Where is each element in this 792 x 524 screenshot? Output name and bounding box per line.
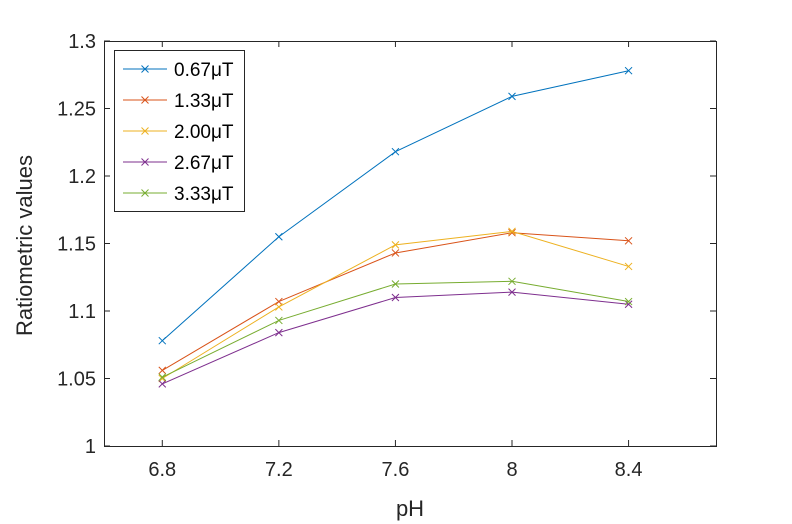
x-tick-label: 8 [506,459,517,481]
x-tick-label: 7.6 [382,459,410,481]
y-tick-label: 1.25 [57,99,96,121]
series-4 [158,288,633,388]
data-point [624,262,633,271]
data-point [275,232,283,241]
data-point [275,316,283,325]
y-tick-label: 1.3 [68,31,96,53]
legend-marker [141,158,149,166]
data-point [391,280,400,288]
data-point [391,240,400,249]
y-axis-title: Ratiometric values [12,155,37,336]
x-tick-label: 8.4 [615,459,643,481]
y-tick-label: 1.05 [57,369,96,391]
legend-label: 2.00μT [174,122,234,143]
legend-marker [141,189,149,197]
legend-label: 0.67μT [174,60,234,81]
series-layer [158,66,633,388]
x-axis-title: pH [396,496,424,521]
legend-marker [141,127,149,135]
y-tick-label: 1.1 [68,301,96,323]
legend-label: 1.33μT [174,91,234,112]
data-point [508,92,516,101]
y-tick-label: 1 [85,436,96,458]
series-2 [158,228,633,375]
data-point [391,147,400,156]
x-tick-label: 7.2 [265,459,293,481]
x-tick-label: 6.8 [148,459,176,481]
legend-marker [141,65,149,73]
data-point [508,277,516,286]
data-point [624,300,633,309]
legend-item: 1.33μT [123,91,234,112]
legend: 0.67μT 1.33μT 2.00μT 2.67μT 3.33μT [114,50,245,212]
data-point [508,227,516,236]
legend-marker [141,96,149,104]
data-point [275,297,283,306]
data-point [624,236,633,245]
series-1 [158,66,633,345]
axis-layer: 6.8 7.2 7.6 8 8.4 1 1.05 1.1 1.15 1.2 1.25 1.3 [57,31,716,481]
data-point [624,297,633,306]
data-point [508,288,516,296]
data-point [158,336,167,345]
y-tick-label: 1.2 [68,166,96,188]
data-point [158,366,167,375]
series-5 [158,277,633,382]
y-tick-label: 1.15 [57,234,96,256]
data-point [391,293,400,302]
data-point [391,249,400,257]
legend-item: 0.67μT [123,60,234,81]
legend-label: 3.33μT [174,184,234,205]
data-point [158,380,167,388]
legend-label: 2.67μT [174,153,234,174]
legend-item: 2.67μT [123,153,234,174]
data-point [158,373,167,382]
data-point [275,328,283,337]
legend-item: 2.00μT [123,122,234,143]
data-point [275,303,283,311]
series-3 [158,227,633,383]
legend-item: 3.33μT [123,184,234,205]
data-point [508,228,516,237]
data-point [624,66,633,75]
